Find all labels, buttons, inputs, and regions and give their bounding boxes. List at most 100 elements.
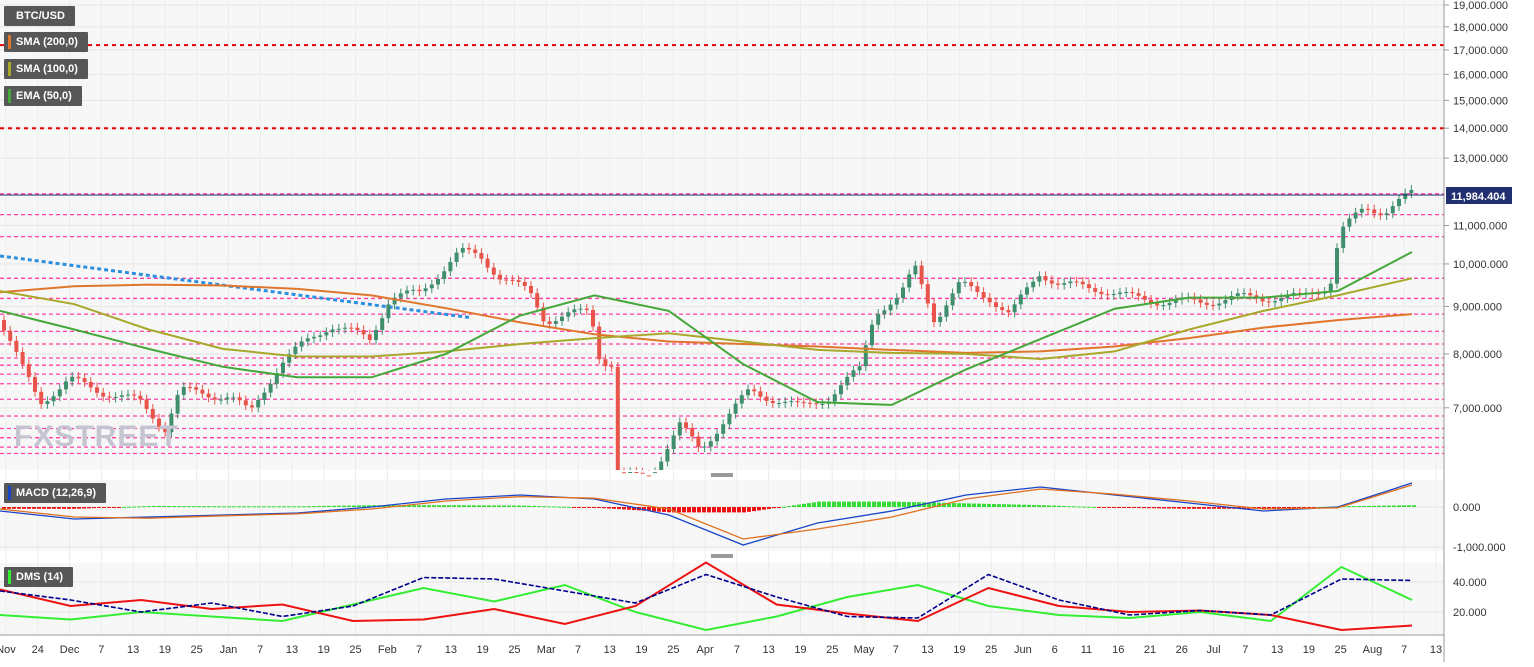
macd-histogram-bar [752,507,756,512]
x-tick-label: Jan [220,644,238,656]
x-tick-label: 6 [1052,644,1058,656]
symbol-tag[interactable]: BTC/USD [4,6,75,26]
candle-body [113,396,118,398]
macd-histogram-bar [437,505,441,507]
candle-body [262,392,267,400]
candle-body [281,362,285,374]
macd-histogram-bar [1342,506,1346,508]
macd-tag[interactable]: MACD (12,26,9) [4,483,107,503]
macd-histogram-bar [672,507,676,513]
macd-histogram-bar [1142,507,1146,509]
candle-body [1105,294,1110,296]
macd-histogram-bar [787,506,791,508]
x-tick-label: 13 [1430,644,1442,656]
macd-histogram-bar [747,507,751,512]
panel-resize-handle[interactable] [711,473,733,477]
candle-body [876,313,881,325]
macd-histogram-bar [267,506,271,508]
macd-histogram-bar [967,503,971,507]
macd-histogram-bar [812,502,816,507]
candle-body [157,418,161,427]
candle-body [1359,208,1364,213]
x-tick-label: 7 [734,644,740,656]
candle-body [907,274,912,288]
macd-histogram-bar [147,505,151,507]
x-tick-label: 19 [477,644,489,656]
candle-body [615,366,620,470]
x-tick-label: 7 [1401,644,1407,656]
candle-body [57,389,62,397]
candle-body [1266,301,1271,303]
macd-histogram-bar [887,501,891,507]
macd-histogram-bar [1387,505,1391,507]
candle-body [1068,281,1073,284]
candle-body [603,359,608,367]
panel-resize-handle[interactable] [711,554,733,558]
macd-histogram-bar [1002,504,1006,507]
candle-body [299,341,304,347]
candle-body [975,286,980,293]
candle-body [1403,193,1408,199]
x-tick-label: 11 [1081,644,1092,656]
ema50-tag[interactable]: EMA (50,0) [4,86,82,106]
macd-histogram-bar [512,505,516,507]
plus-di-line [0,565,1413,632]
macd-histogram-bar [737,507,741,513]
macd-histogram-bar [1402,505,1406,507]
candle-body [609,366,614,368]
candle-body [448,261,453,272]
candle-body [361,330,366,335]
candle-body [870,324,874,346]
candle-body [888,304,893,311]
macd-histogram-bar [697,507,701,513]
sma200-tag[interactable]: SMA (200,0) [4,32,88,52]
macd-histogram-bar [367,505,371,507]
candle-body [1173,299,1178,303]
macd-histogram-bar [627,507,631,510]
macd-histogram-bar [1267,507,1271,509]
candle-body [622,472,626,474]
macd-histogram-bar [1162,507,1166,509]
macd-histogram-bar [352,505,356,507]
macd-histogram-bar [482,505,486,507]
macd-histogram-bar [342,505,346,507]
candle-body [405,290,409,294]
macd-histogram-bar [427,505,431,507]
dms-tag[interactable]: DMS (14) [4,567,74,587]
macd-y-tick: -1,000.000 [1453,542,1506,554]
candle-body [1242,293,1246,295]
macd-histogram-bar [1102,507,1106,508]
macd-histogram-bar [37,507,41,509]
x-tick-label: 25 [508,644,520,656]
macd-histogram-bar [222,506,226,508]
candle-body [200,389,205,394]
macd-histogram-bar [552,506,556,508]
candle-body [1353,212,1358,219]
macd-histogram-bar [422,505,426,507]
macd-histogram-bar [592,507,596,508]
macd-histogram-bar [492,505,496,507]
macd-histogram-bar [1097,507,1101,508]
candle-body [150,408,155,419]
candle-body [1223,299,1228,304]
macd-histogram-bar [547,506,551,508]
macd-histogram-bar [1347,506,1351,508]
candle-body [1056,283,1060,285]
candle-body [436,279,440,285]
macd-histogram-bar [857,501,861,507]
candle-body [33,376,37,392]
macd-histogram-bar [92,507,96,509]
candle-body [411,289,416,291]
macd-histogram-bar [517,505,521,507]
macd-histogram-bar [977,503,981,507]
macd-histogram-bar [1092,506,1096,508]
macd-histogram-bar [72,507,76,509]
sma100-tag[interactable]: SMA (100,0) [4,59,88,79]
x-tick-label: 7 [416,644,422,656]
x-tick-label: 13 [286,644,298,656]
macd-histogram-bar [122,506,126,508]
macd-histogram-bar [1187,507,1191,509]
x-tick-label: 25 [1335,644,1347,656]
macd-histogram-bar [487,505,491,507]
